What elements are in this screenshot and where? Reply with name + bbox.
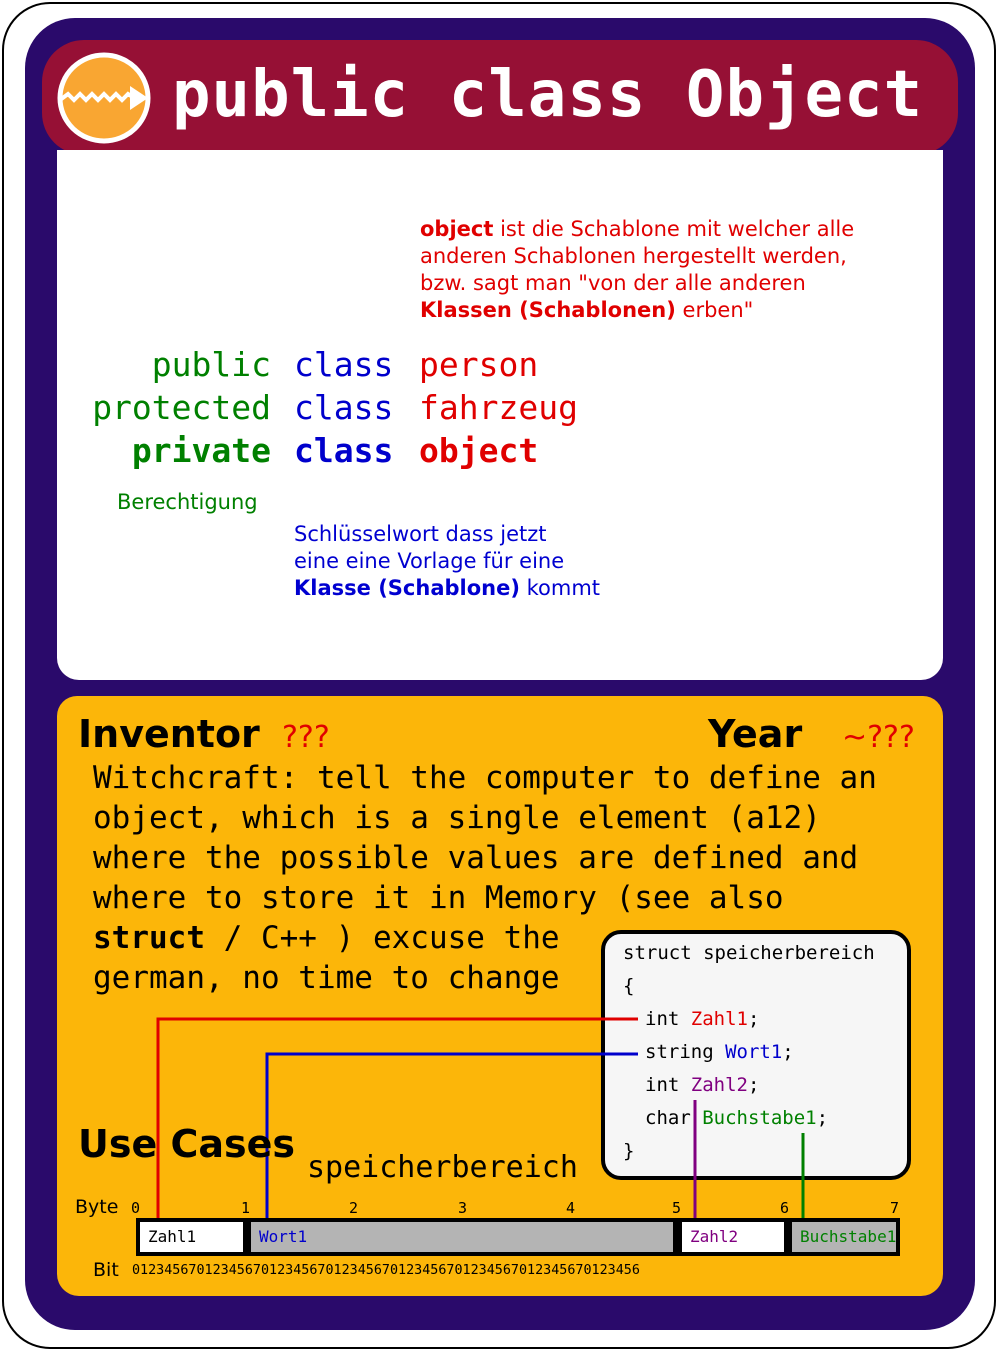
- memory-cell-wort1: Wort1: [251, 1222, 673, 1252]
- code-modifier-protected: protected: [92, 388, 271, 427]
- byte-number-4: 4: [566, 1199, 576, 1217]
- keyword-note-line3: kommt: [519, 576, 601, 600]
- bit-sequence: 0123456701234567012345670123456701234567…: [132, 1263, 640, 1278]
- struct-header: struct speicherbereich: [623, 942, 875, 964]
- code-name-person: person: [419, 345, 539, 384]
- use-cases-label: Use Cases: [78, 1122, 296, 1166]
- object-logo-icon: [57, 52, 151, 144]
- definition-panel: [57, 150, 943, 680]
- body-line-3: where the possible values are defined an…: [93, 840, 859, 876]
- code-keyword-class-3: class: [294, 431, 394, 470]
- byte-label: Byte: [75, 1196, 119, 1218]
- body-line-5-rest: / C++ ) excuse the: [204, 920, 560, 956]
- field-type: string: [645, 1041, 714, 1063]
- page-title: public class Object: [172, 58, 924, 132]
- connector-zahl1: [156, 1017, 638, 1220]
- description-line3: bzw. sagt man "von der alle anderen: [420, 271, 806, 295]
- body-line-5: struct / C++ ) excuse the: [93, 920, 560, 956]
- code-keyword-class-2: class: [294, 388, 394, 427]
- keyword-note-line2: eine eine Vorlage für eine: [294, 549, 565, 573]
- byte-number-3: 3: [458, 1199, 468, 1217]
- field-name: Wort1: [725, 1041, 783, 1063]
- body-line-6: german, no time to change: [93, 960, 560, 996]
- field-semicolon: ;: [816, 1107, 829, 1129]
- year-label: Year: [708, 712, 803, 756]
- code-name-fahrzeug: fahrzeug: [419, 388, 578, 427]
- byte-number-7: 7: [890, 1199, 900, 1217]
- description-line4: erben": [675, 298, 754, 322]
- keyword-note: Schlüsselwort dass jetzt eine eine Vorla…: [294, 521, 600, 602]
- memory-cell-buchstabe1: Buchstabe1: [792, 1222, 896, 1252]
- memory-title: speicherbereich: [307, 1150, 578, 1185]
- object-keyword: object: [420, 217, 494, 241]
- keyword-note-line1: Schlüsselwort dass jetzt: [294, 522, 547, 546]
- connector-wort1: [265, 1052, 638, 1220]
- field-semicolon: ;: [747, 1074, 760, 1096]
- struct-field-zahl1: int Zahl1;: [645, 1008, 759, 1030]
- byte-number-0: 0: [131, 1199, 141, 1217]
- memory-cell-zahl1: Zahl1: [140, 1222, 243, 1252]
- class-template-keyword: Klasse (Schablone): [294, 576, 520, 600]
- code-name-object: object: [419, 431, 539, 470]
- field-name: Buchstabe1: [702, 1107, 817, 1129]
- body-line-1: Witchcraft: tell the computer to define …: [93, 760, 877, 796]
- struct-field-zahl2: int Zahl2;: [645, 1074, 759, 1096]
- bit-label: Bit: [93, 1259, 119, 1281]
- description-line2: anderen Schablonen hergestellt werden,: [420, 244, 847, 268]
- inventor-label: Inventor: [78, 712, 260, 756]
- field-name: Zahl1: [690, 1008, 748, 1030]
- field-semicolon: ;: [782, 1041, 794, 1063]
- struct-keyword: struct: [93, 920, 205, 956]
- struct-open-brace: {: [623, 975, 635, 997]
- struct-field-wort1: string Wort1;: [645, 1041, 794, 1063]
- field-type: int: [645, 1074, 680, 1096]
- struct-field-buchstabe1: char Buchstabe1;: [645, 1107, 828, 1129]
- field-type: int: [645, 1008, 680, 1030]
- struct-close-brace: }: [623, 1140, 635, 1162]
- byte-number-6: 6: [780, 1199, 790, 1217]
- year-value: ~???: [842, 720, 915, 755]
- description-line1: ist die Schablone mit welcher alle: [493, 217, 855, 241]
- classes-keyword: Klassen (Schablonen): [420, 298, 676, 322]
- struct-code-box: [601, 930, 911, 1180]
- field-name: Zahl2: [690, 1074, 748, 1096]
- object-description: object ist die Schablone mit welcher all…: [420, 216, 854, 324]
- inventor-value: ???: [282, 720, 330, 755]
- code-modifier-public: public: [151, 345, 271, 384]
- byte-number-5: 5: [672, 1199, 682, 1217]
- byte-number-1: 1: [241, 1199, 251, 1217]
- code-modifier-private: private: [131, 431, 271, 470]
- field-semicolon: ;: [747, 1008, 760, 1030]
- body-line-2: object, which is a single element (a12): [93, 800, 821, 836]
- permission-label: Berechtigung: [117, 490, 258, 514]
- memory-cell-zahl2: Zahl2: [682, 1222, 784, 1252]
- title-bar: [42, 40, 958, 155]
- field-type: char: [645, 1107, 691, 1129]
- code-keyword-class-1: class: [294, 345, 394, 384]
- byte-number-2: 2: [349, 1199, 359, 1217]
- memory-row: Zahl1 Wort1 Zahl2 Buchstabe1: [136, 1218, 900, 1256]
- body-line-4: where to store it in Memory (see also: [93, 880, 784, 916]
